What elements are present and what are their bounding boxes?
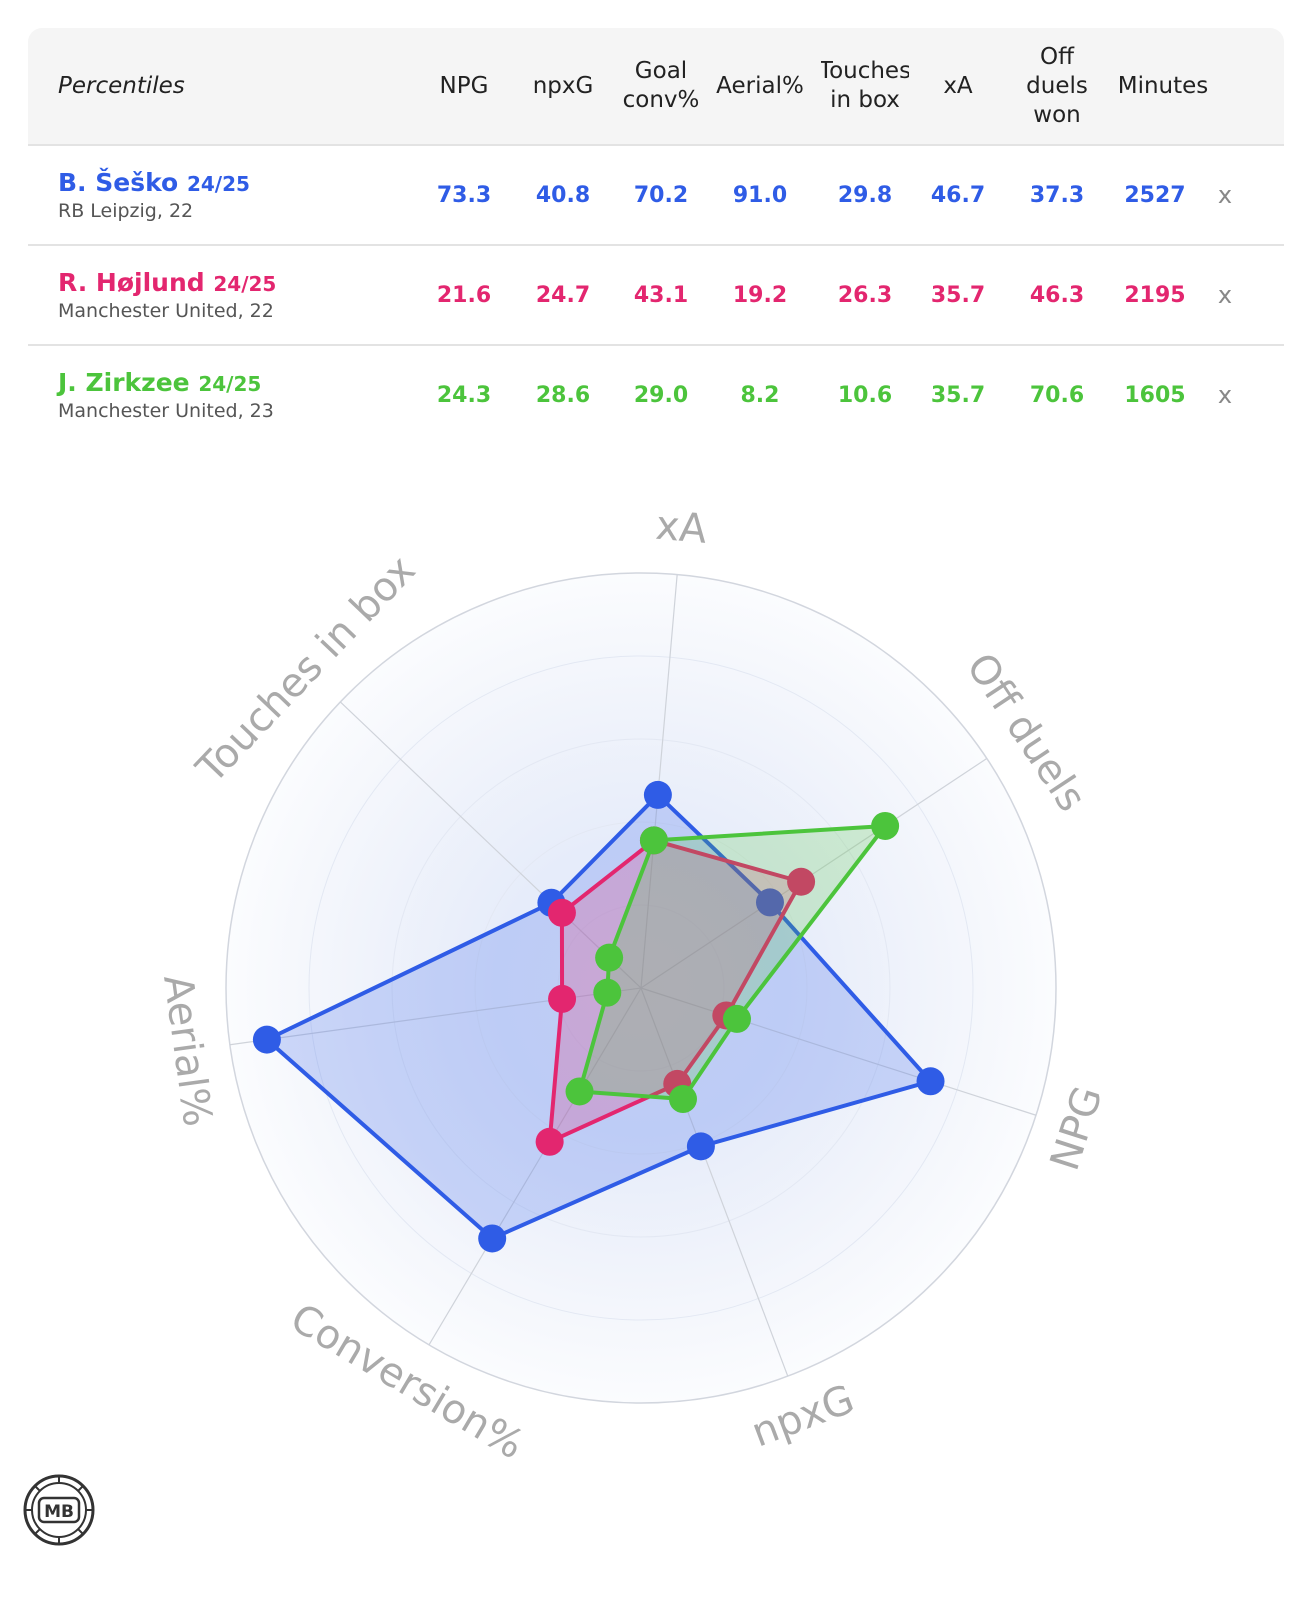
value-touches-in-box: 29.8: [837, 182, 893, 208]
value-off-duels-won: 46.3: [1029, 282, 1085, 308]
col-goal-conv: Goal conv%: [622, 58, 700, 113]
value-npg: 24.3: [436, 382, 492, 408]
radar-axis-label: NPG: [1042, 1081, 1112, 1176]
value-aerial: 91.0: [732, 182, 788, 208]
player-season: 24/25: [198, 372, 262, 396]
player-cell: B. Šeško 24/25 RB Leipzig, 22: [58, 168, 250, 223]
percentiles-table: Percentiles NPG npxG Goal conv% Aerial% …: [28, 28, 1284, 444]
value-aerial: 19.2: [732, 282, 788, 308]
radar-point[interactable]: [547, 898, 576, 927]
header-label: Percentiles: [58, 72, 185, 99]
player-club: Manchester United, 22: [58, 300, 274, 322]
col-minutes: Minutes: [1117, 72, 1209, 99]
radar-spoke: [339, 701, 642, 989]
radar-point[interactable]: [595, 943, 624, 972]
radar-grid-ring: [308, 655, 974, 1321]
radar-series-polygon: [547, 838, 804, 1144]
radar-spoke: [640, 987, 1037, 1116]
player-season: 24/25: [213, 272, 277, 296]
value-minutes: 2527: [1124, 182, 1186, 208]
player-name[interactable]: B. Šeško: [58, 168, 179, 197]
value-npg: 21.6: [436, 282, 492, 308]
remove-player-button[interactable]: x: [1217, 281, 1233, 309]
radar-grid-ring: [391, 738, 891, 1238]
table-row: J. Zirkzee 24/25 Manchester United, 23 2…: [28, 346, 1284, 444]
radar-point[interactable]: [668, 1085, 697, 1114]
radar-series-group: [565, 811, 900, 1114]
mb-logo-icon: MB: [23, 1474, 95, 1546]
remove-player-button[interactable]: x: [1217, 381, 1233, 409]
radar-grid-ring: [474, 821, 808, 1155]
radar-point[interactable]: [548, 984, 577, 1013]
value-minutes: 2195: [1124, 282, 1186, 308]
table-row: B. Šeško 24/25 RB Leipzig, 22 73.3 40.8 …: [28, 146, 1284, 246]
player-cell: R. Højlund 24/25 Manchester United, 22: [58, 268, 276, 323]
radar-point[interactable]: [787, 867, 816, 896]
radar-point[interactable]: [686, 1132, 715, 1161]
radar-spoke: [640, 758, 988, 989]
value-goal-conv: 43.1: [633, 282, 689, 308]
radar-point[interactable]: [639, 826, 668, 855]
col-npg: NPG: [439, 72, 489, 99]
value-xa: 35.7: [930, 382, 986, 408]
radar-series-group: [535, 826, 816, 1156]
radar-spoke: [428, 987, 642, 1346]
value-aerial: 8.2: [740, 382, 780, 408]
player-season: 24/25: [186, 172, 250, 196]
table-row: R. Højlund 24/25 Manchester United, 22 2…: [28, 246, 1284, 346]
value-npxg: 28.6: [535, 382, 591, 408]
value-off-duels-won: 37.3: [1029, 182, 1085, 208]
table-header: Percentiles NPG npxG Goal conv% Aerial% …: [28, 28, 1284, 146]
player-name-line[interactable]: J. Zirkzee 24/25: [58, 368, 274, 399]
radar-point[interactable]: [252, 1025, 281, 1054]
radar-point[interactable]: [593, 978, 622, 1007]
radar-point[interactable]: [535, 1127, 564, 1156]
radar-point[interactable]: [478, 1224, 507, 1253]
value-touches-in-box: 10.6: [837, 382, 893, 408]
value-off-duels-won: 70.6: [1029, 382, 1085, 408]
player-name[interactable]: J. Zirkzee: [58, 368, 190, 397]
radar-point[interactable]: [871, 811, 900, 840]
col-aerial: Aerial%: [716, 72, 804, 99]
radar-axis-label: xA: [654, 503, 709, 553]
radar-point[interactable]: [565, 1077, 594, 1106]
value-goal-conv: 70.2: [633, 182, 689, 208]
radar-series: [252, 780, 945, 1253]
value-xa: 35.7: [930, 282, 986, 308]
radar-spoke: [640, 987, 789, 1377]
value-npxg: 40.8: [535, 182, 591, 208]
remove-player-button[interactable]: x: [1217, 181, 1233, 209]
col-xa: xA: [943, 72, 973, 99]
radar-axis-label: npxG: [746, 1376, 861, 1456]
value-touches-in-box: 26.3: [837, 282, 893, 308]
radar-point[interactable]: [643, 780, 672, 809]
logo-text: MB: [44, 1502, 74, 1522]
player-name[interactable]: R. Højlund: [58, 268, 205, 297]
value-minutes: 1605: [1124, 382, 1186, 408]
player-name-line[interactable]: B. Šeško 24/25: [58, 168, 250, 199]
value-xa: 46.7: [930, 182, 986, 208]
value-goal-conv: 29.0: [633, 382, 689, 408]
radar-point[interactable]: [755, 888, 784, 917]
radar-axis-label: Aerial%: [154, 972, 221, 1129]
player-club: RB Leipzig, 22: [58, 200, 194, 222]
player-cell: J. Zirkzee 24/25 Manchester United, 23: [58, 368, 274, 423]
col-off-duels-won: Off duels won: [1026, 43, 1088, 128]
player-name-line[interactable]: R. Højlund 24/25: [58, 268, 276, 299]
radar-point[interactable]: [916, 1067, 945, 1096]
value-npxg: 24.7: [535, 282, 591, 308]
radar-point[interactable]: [722, 1004, 751, 1033]
value-npg: 73.3: [436, 182, 492, 208]
player-club: Manchester United, 23: [58, 400, 274, 422]
col-touches-in-box: Touches in box: [821, 58, 909, 113]
col-npxg: npxG: [532, 72, 594, 99]
